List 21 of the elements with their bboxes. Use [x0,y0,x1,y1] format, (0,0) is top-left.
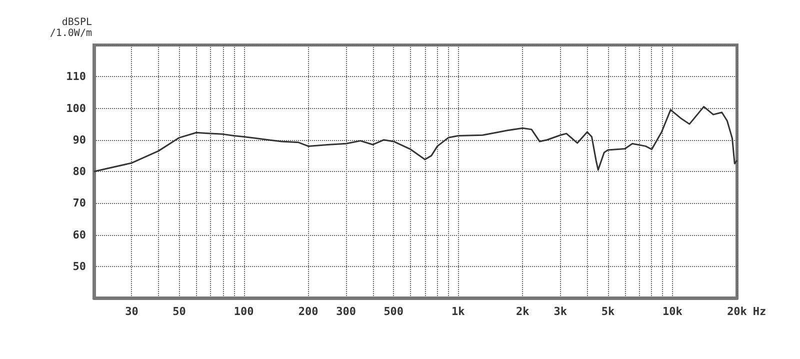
y-tick-label: 90 [72,133,86,146]
x-tick-label: 1k [452,305,466,318]
x-tick-label: 30 [125,305,138,318]
x-tick-label: 100 [234,305,254,318]
x-axis-title: Hz [752,305,766,318]
x-tick-label: 10k [662,305,683,318]
x-tick-label: 20k [727,305,748,318]
y-axis-title: dBSPL /1.0W/m [50,17,92,39]
y-tick-label: 60 [72,228,86,242]
x-tick-label: 50 [172,305,186,318]
y-tick-label: 80 [72,165,86,178]
y-tick-label: 110 [66,70,86,84]
x-tick-label: 2k [516,305,530,318]
y-tick-label: 70 [72,196,86,210]
x-tick-label: 300 [336,305,356,318]
x-tick-label: 5k [601,305,615,318]
x-tick-label: 200 [298,305,318,318]
y-tick-label: 50 [72,260,86,273]
y-tick-label: 100 [66,102,86,115]
x-tick-label: 3k [554,305,568,318]
x-tick-label: 500 [384,305,404,318]
